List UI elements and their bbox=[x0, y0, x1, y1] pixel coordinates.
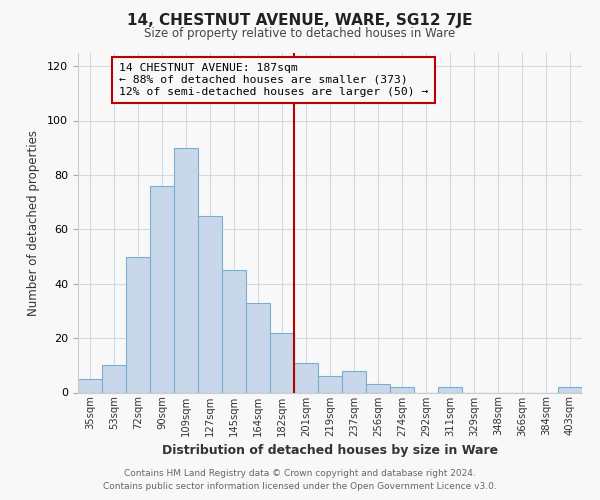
Bar bbox=[198, 216, 222, 392]
Bar bbox=[174, 148, 198, 392]
Text: 14 CHESTNUT AVENUE: 187sqm
← 88% of detached houses are smaller (373)
12% of sem: 14 CHESTNUT AVENUE: 187sqm ← 88% of deta… bbox=[119, 64, 428, 96]
Bar bbox=[126, 256, 150, 392]
Text: Contains HM Land Registry data © Crown copyright and database right 2024.
Contai: Contains HM Land Registry data © Crown c… bbox=[103, 469, 497, 491]
Bar bbox=[222, 270, 246, 392]
Bar bbox=[438, 387, 462, 392]
Bar bbox=[318, 376, 342, 392]
Bar bbox=[150, 186, 174, 392]
Bar bbox=[270, 332, 294, 392]
Text: Size of property relative to detached houses in Ware: Size of property relative to detached ho… bbox=[145, 28, 455, 40]
Text: 14, CHESTNUT AVENUE, WARE, SG12 7JE: 14, CHESTNUT AVENUE, WARE, SG12 7JE bbox=[127, 12, 473, 28]
Bar bbox=[78, 379, 102, 392]
Bar bbox=[294, 362, 318, 392]
Bar bbox=[246, 302, 270, 392]
Bar bbox=[102, 366, 126, 392]
Bar bbox=[366, 384, 390, 392]
Y-axis label: Number of detached properties: Number of detached properties bbox=[27, 130, 40, 316]
Bar bbox=[390, 387, 414, 392]
Bar bbox=[342, 370, 366, 392]
X-axis label: Distribution of detached houses by size in Ware: Distribution of detached houses by size … bbox=[162, 444, 498, 457]
Bar bbox=[558, 387, 582, 392]
